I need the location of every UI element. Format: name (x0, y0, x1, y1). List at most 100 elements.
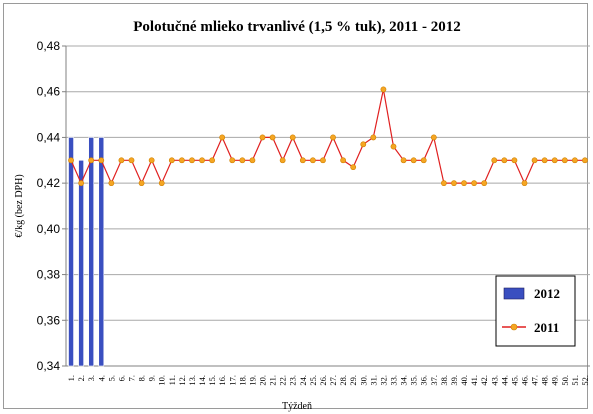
line-2011 (70, 89, 585, 185)
point-2011 (551, 157, 558, 164)
x-tick-label: 12. (177, 375, 187, 386)
point-2011 (229, 157, 236, 164)
point-2011 (199, 157, 205, 164)
x-tick-label: 24. (298, 375, 308, 386)
x-tick-label: 6. (116, 375, 126, 381)
x-tick-label: 19. (247, 375, 257, 386)
x-tick-label: 4. (96, 375, 106, 381)
point-2011 (390, 143, 397, 150)
point-2011 (440, 180, 447, 187)
point-2011 (168, 157, 175, 164)
point-2011 (582, 157, 588, 164)
x-tick-label: 37. (429, 375, 439, 386)
point-2011 (561, 157, 568, 164)
point-2011 (380, 86, 387, 93)
point-2011 (340, 157, 347, 164)
point-2011 (279, 157, 286, 164)
bar-2012 (68, 137, 74, 367)
point-2011 (541, 157, 548, 164)
point-2011 (138, 180, 145, 187)
point-2011 (481, 180, 488, 187)
point-2011 (189, 157, 195, 164)
legend-marker-2011 (510, 323, 518, 331)
point-2011 (148, 157, 155, 164)
chart-title: Polotučné mlieko trvanlivé (1,5 % tuk), … (133, 19, 460, 35)
bar-2012 (98, 137, 105, 367)
x-tick-label: 21. (268, 375, 278, 386)
x-tick-label: 15. (207, 375, 217, 386)
point-2011 (108, 180, 115, 187)
point-2011 (451, 180, 457, 187)
point-2011 (299, 157, 306, 164)
x-tick-label: 5. (106, 375, 116, 381)
x-tick-label: 9. (147, 375, 157, 381)
x-tick-label: 41. (469, 375, 479, 386)
x-tick-label: 16. (217, 375, 227, 386)
point-2011 (531, 157, 538, 164)
point-2011 (330, 134, 336, 141)
point-2011 (289, 134, 296, 141)
x-tick-label: 52. (580, 375, 590, 386)
x-tick-label: 28. (338, 375, 348, 386)
y-tick-label: 0,40 (37, 222, 61, 236)
point-2011 (511, 157, 518, 164)
bar-2012 (88, 137, 95, 367)
point-2011 (219, 134, 226, 141)
point-2011 (430, 134, 437, 141)
x-tick-label: 31. (368, 375, 378, 386)
y-axis-label: €/kg (bez DPH) (14, 174, 25, 237)
x-tick-label: 8. (137, 375, 147, 381)
x-tick-label: 22. (278, 375, 288, 386)
x-tick-label: 50. (560, 375, 570, 386)
legend-label-2012: 2012 (534, 286, 560, 301)
x-tick-label: 39. (449, 375, 459, 386)
y-tick-label: 0,46 (37, 85, 61, 99)
point-2011 (88, 157, 95, 164)
point-2011 (420, 157, 427, 164)
x-tick-label: 47. (530, 375, 540, 386)
point-2011 (370, 134, 377, 141)
x-tick-label: 35. (409, 375, 419, 386)
y-tick-label: 0,38 (37, 268, 61, 282)
x-tick-label: 1. (66, 375, 76, 381)
x-tick-label: 3. (86, 375, 96, 381)
point-2011 (360, 141, 367, 148)
y-tick-label: 0,42 (37, 176, 61, 190)
point-2011 (98, 157, 105, 164)
x-tick-label: 11. (167, 375, 177, 385)
x-tick-label: 23. (288, 375, 298, 386)
point-2011 (491, 157, 498, 164)
y-tick-label: 0,44 (37, 130, 61, 144)
y-tick-label: 0,36 (37, 313, 61, 327)
bar-2012 (78, 159, 84, 367)
x-tick-label: 51. (570, 375, 580, 386)
point-2011 (78, 180, 85, 187)
point-2011 (158, 180, 165, 187)
legend-label-2011: 2011 (534, 320, 559, 335)
point-2011 (471, 180, 478, 187)
x-tick-label: 45. (509, 375, 519, 386)
point-2011 (269, 134, 276, 141)
x-tick-label: 32. (378, 375, 388, 386)
x-tick-label: 10. (157, 375, 167, 386)
x-tick-label: 49. (550, 375, 560, 386)
x-tick-label: 34. (399, 375, 409, 386)
x-tick-label: 33. (389, 375, 399, 386)
y-tick-label: 0,34 (37, 359, 61, 373)
point-2011 (410, 157, 417, 164)
x-tick-label: 38. (439, 375, 449, 386)
y-tick-label: 0,48 (37, 39, 61, 53)
x-tick-label: 44. (499, 375, 509, 386)
x-tick-label: 17. (227, 375, 237, 386)
x-tick-label: 20. (258, 375, 268, 386)
point-2011 (259, 134, 266, 141)
x-tick-label: 36. (419, 375, 429, 386)
x-axis-label: Týždeň (282, 401, 312, 412)
point-2011 (461, 180, 467, 187)
point-2011 (521, 180, 528, 187)
x-tick-label: 13. (187, 375, 197, 386)
x-tick-label: 42. (479, 375, 489, 386)
point-2011 (128, 157, 135, 164)
x-tick-label: 30. (358, 375, 368, 386)
x-tick-label: 14. (197, 375, 207, 386)
